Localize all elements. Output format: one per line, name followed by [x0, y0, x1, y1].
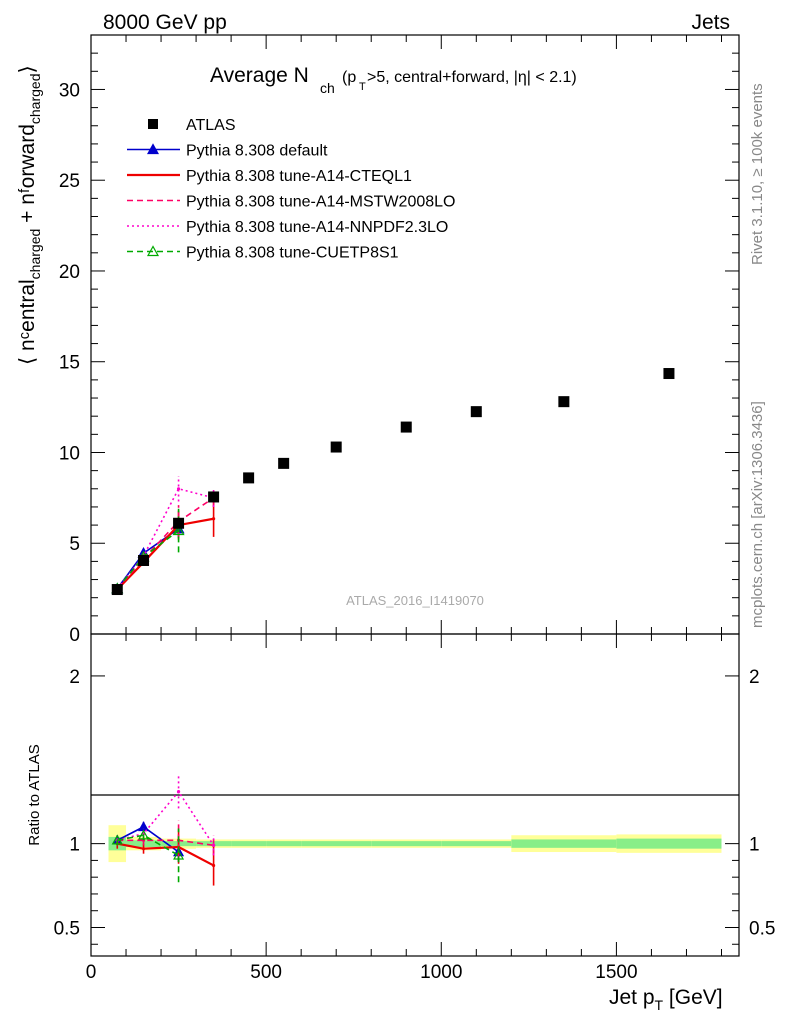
- ratio-marker: [176, 790, 181, 794]
- data-point: [111, 584, 123, 596]
- xlabel-sub: T: [655, 997, 664, 1013]
- data-point: [278, 457, 290, 469]
- main-series: [111, 476, 216, 594]
- beam-label: 8000 GeV pp: [103, 11, 227, 34]
- series-marker: [176, 487, 181, 491]
- ylabel-part1: ⟨ nᶜentral: [16, 279, 39, 365]
- x-axis-label: Jet pT [GeV]: [609, 986, 723, 1013]
- ratio-frame: [90, 633, 740, 957]
- main-y-tick-label: 5: [69, 534, 80, 555]
- ratio-series-line: [117, 842, 215, 867]
- legend-label: Pythia 8.308 tune-A14-NNPDF2.3LO: [186, 219, 448, 236]
- ratio-marker: [141, 847, 146, 851]
- title-main: Average N: [210, 64, 309, 87]
- data-point: [208, 491, 220, 503]
- ratio-band-inner: [616, 838, 722, 849]
- legend-label: Pythia 8.308 tune-A14-CTEQL1: [186, 168, 412, 185]
- svg-text:Jet pT [GeV]: Jet pT [GeV]: [609, 986, 723, 1013]
- title-rest2: >5, central+forward, |η| < 2.1): [367, 69, 577, 86]
- analysis-label: Jets: [691, 11, 730, 34]
- ratio-panel: 0 500 1000 1500 0.5 0.5 1 1 2 2: [54, 633, 775, 983]
- ylabel-sub1: charged: [27, 229, 43, 280]
- ratio-marker: [138, 829, 150, 840]
- x-tick-label: 0: [86, 962, 97, 983]
- main-y-tick-label: 15: [59, 353, 80, 374]
- ratio-marker: [211, 863, 216, 868]
- ratio-series-line: [117, 839, 214, 847]
- data-point: [243, 472, 255, 484]
- main-y-tick-label: 20: [59, 262, 80, 283]
- ratio-band-inner: [441, 841, 512, 847]
- ylabel-plus: + nᶠorward: [16, 124, 39, 229]
- series-marker: [211, 517, 216, 521]
- ratio-band-inner: [301, 841, 372, 847]
- legend-label: Pythia 8.308 default: [186, 143, 328, 160]
- ratio-y-axis-label: Ratio to ATLAS: [26, 744, 43, 845]
- data-point: [400, 421, 412, 433]
- data-point: [173, 517, 185, 529]
- main-y-tick-label: 25: [59, 171, 80, 192]
- data-point: [470, 406, 482, 418]
- data-point: [330, 441, 342, 453]
- ratio-series: [111, 774, 216, 886]
- ratio-y-tick-label: 2: [69, 667, 80, 688]
- main-data-points: [111, 368, 675, 596]
- ratio-series-line: [117, 834, 179, 857]
- ratio-marker: [173, 849, 185, 860]
- main-y-tick-label: 0: [69, 625, 80, 646]
- legend-marker-data: [148, 119, 158, 129]
- series-marker: [172, 524, 185, 536]
- ratio-band-inner: [371, 841, 442, 847]
- legend-label: Pythia 8.308 tune-CUETP8S1: [186, 245, 399, 262]
- ratio-y-tick-label: 1: [69, 835, 80, 856]
- legend-marker: [146, 143, 160, 155]
- x-tick-label: 1500: [595, 962, 637, 983]
- svg-text:⟨ nᶜentralcharged + nᶠorwardch: ⟨ nᶜentralcharged + nᶠorwardcharged⟩: [16, 65, 43, 365]
- title-sub: ch: [320, 80, 335, 96]
- ratio-band-inner: [266, 841, 302, 847]
- ratio-band-inner: [231, 841, 267, 847]
- main-axes: 0 5 10 15 20 25 30: [59, 34, 739, 646]
- series-line: [116, 497, 215, 590]
- legend-label-data: ATLAS: [186, 117, 236, 134]
- ratio-band-inner: [511, 839, 617, 848]
- ratio-marker: [211, 843, 216, 847]
- ratio-marker: [111, 834, 123, 845]
- ylabel-sub2: charged: [27, 74, 43, 125]
- main-y-axis-label: ⟨ nᶜentralcharged + nᶠorwardcharged⟩: [16, 65, 43, 365]
- main-y-tick-label: 30: [59, 80, 80, 101]
- rivet-label: Rivet 3.1.10, ≥ 100k events: [749, 83, 766, 265]
- x-tick-label: 1000: [420, 962, 462, 983]
- xlabel-main: Jet p: [609, 986, 655, 1009]
- ratio-y-tick-label-right: 2: [749, 667, 760, 688]
- ratio-axes: 0 500 1000 1500 0.5 0.5 1 1 2 2: [54, 634, 775, 983]
- legend-label: Pythia 8.308 tune-A14-MSTW2008LO: [186, 194, 455, 211]
- title-rest-sub: T: [359, 81, 366, 93]
- xlabel-unit: [GeV]: [663, 986, 723, 1009]
- data-point: [558, 396, 570, 408]
- analysis-watermark: ATLAS_2016_I1419070: [346, 593, 484, 608]
- plot-title: Average N ch (p T >5, central+forward, |…: [210, 64, 577, 96]
- ratio-y-tick-label-right: 1: [749, 835, 760, 856]
- legend-marker: [146, 245, 160, 257]
- data-point: [138, 554, 150, 566]
- ylabel-end: ⟩: [16, 65, 39, 73]
- legend: ATLAS Pythia 8.308 default Pythia 8.308 tu…: [127, 117, 455, 262]
- ratio-y-tick-label-right: 0.5: [749, 918, 775, 939]
- title-rest: (p: [342, 69, 356, 86]
- ratio-marker: [138, 821, 150, 832]
- data-point: [663, 368, 675, 380]
- ratio-y-tick-label: 0.5: [54, 918, 80, 939]
- main-y-tick-label: 10: [59, 443, 80, 464]
- series-line: [116, 517, 214, 591]
- main-panel: 0 5 10 15 20 25 30: [59, 34, 740, 646]
- mcplots-label: mcplots.cern.ch [arXiv:1306.3436]: [749, 401, 766, 628]
- x-tick-label: 500: [250, 962, 282, 983]
